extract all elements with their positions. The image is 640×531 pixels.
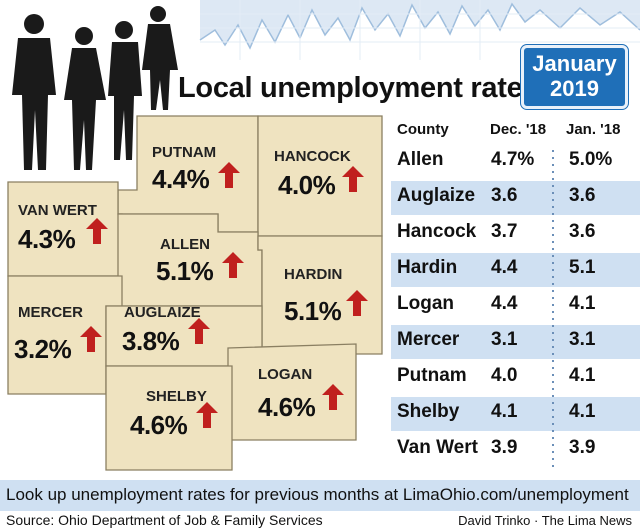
row-dec: 4.1 [491, 401, 518, 422]
row-dec: 4.4 [491, 257, 518, 278]
county-rate-putnam: 4.4% [152, 164, 210, 194]
up-arrow-icon [322, 384, 344, 410]
row-county: Allen [397, 149, 444, 170]
footer-bar: Look up unemployment rates for previous … [0, 480, 640, 511]
row-county: Van Wert [397, 437, 478, 458]
up-arrow-icon [196, 402, 218, 428]
up-arrow-icon [188, 318, 210, 344]
county-name-hardin: HARDIN [284, 266, 343, 283]
up-arrow-icon [218, 162, 240, 188]
row-county: Hardin [397, 257, 458, 278]
row-dec: 3.7 [491, 221, 518, 242]
county-name-mercer: MERCER [18, 304, 84, 321]
county-name-auglaize: AUGLAIZE [124, 304, 201, 321]
lookup-link-text[interactable]: Look up unemployment rates for previous … [6, 485, 629, 504]
up-arrow-icon [342, 166, 364, 192]
source-text: Source: Ohio Department of Job & Family … [6, 512, 323, 528]
people-silhouettes-icon [12, 6, 178, 170]
row-county: Putnam [397, 365, 467, 386]
county-rate-vanwert: 4.3% [18, 224, 76, 254]
up-arrow-icon [346, 290, 368, 316]
table-row: Allen 4.7% 5.0% [391, 145, 640, 179]
table-header-jan: Jan. '18 [566, 121, 621, 138]
row-jan: 3.1 [569, 329, 596, 350]
row-county: Hancock [397, 221, 477, 242]
table-row: Mercer 3.1 3.1 [391, 325, 640, 359]
page-title: Local unemployment rates [178, 72, 539, 104]
credit-text: David Trinko · The Lima News [458, 513, 632, 528]
badge-year: 2019 [550, 76, 599, 101]
row-dec: 4.4 [491, 293, 518, 314]
shelby-county-shape [105, 365, 233, 471]
table-row: Shelby 4.1 4.1 [391, 397, 640, 431]
table-header-county: County [397, 121, 449, 138]
county-name-allen: ALLEN [160, 236, 210, 253]
table-row: Auglaize 3.6 3.6 [391, 181, 640, 215]
table-row: Van Wert 3.9 3.9 [391, 433, 640, 467]
county-rate-auglaize: 3.8% [122, 326, 180, 356]
up-arrow-icon [80, 326, 102, 352]
table-row: Logan 4.4 4.1 [391, 289, 640, 323]
table-header-dec: Dec. '18 [490, 121, 547, 138]
row-county: Logan [397, 293, 454, 314]
row-jan: 5.0% [569, 149, 613, 170]
row-jan: 3.6 [569, 221, 596, 242]
row-jan: 3.6 [569, 185, 596, 206]
county-rate-hancock: 4.0% [278, 170, 336, 200]
table-row: Hardin 4.4 5.1 [391, 253, 640, 287]
row-dec: 3.6 [491, 185, 518, 206]
row-dec: 3.1 [491, 329, 518, 350]
county-rate-allen: 5.1% [156, 256, 214, 286]
table-row: Hancock 3.7 3.6 [391, 217, 640, 251]
row-jan: 4.1 [569, 365, 596, 386]
county-map [7, 115, 383, 471]
table-row: Putnam 4.0 4.1 [391, 361, 640, 395]
up-arrow-icon [86, 218, 108, 244]
row-jan: 3.9 [569, 437, 596, 458]
county-name-vanwert: VAN WERT [18, 202, 97, 219]
county-rate-logan: 4.6% [258, 392, 316, 422]
badge-month: January [532, 51, 617, 76]
county-name-logan: LOGAN [258, 366, 313, 383]
column-divider [552, 150, 554, 470]
row-jan: 5.1 [569, 257, 596, 278]
row-jan: 4.1 [569, 401, 596, 422]
row-county: Auglaize [397, 185, 476, 206]
county-name-hancock: HANCOCK [274, 148, 351, 165]
up-arrow-icon [222, 252, 244, 278]
row-county: Shelby [397, 401, 460, 422]
row-jan: 4.1 [569, 293, 596, 314]
county-rate-shelby: 4.6% [130, 410, 188, 440]
row-county: Mercer [397, 329, 460, 350]
row-dec: 4.0 [491, 365, 518, 386]
trend-line-icon [199, 0, 640, 60]
county-rate-hardin: 5.1% [284, 296, 342, 326]
county-rate-mercer: 3.2% [14, 334, 72, 364]
date-badge: January 2019 [521, 45, 628, 109]
row-dec: 4.7% [491, 149, 535, 170]
county-name-shelby: SHELBY [146, 388, 207, 405]
county-name-putnam: PUTNAM [152, 144, 217, 161]
row-dec: 3.9 [491, 437, 518, 458]
